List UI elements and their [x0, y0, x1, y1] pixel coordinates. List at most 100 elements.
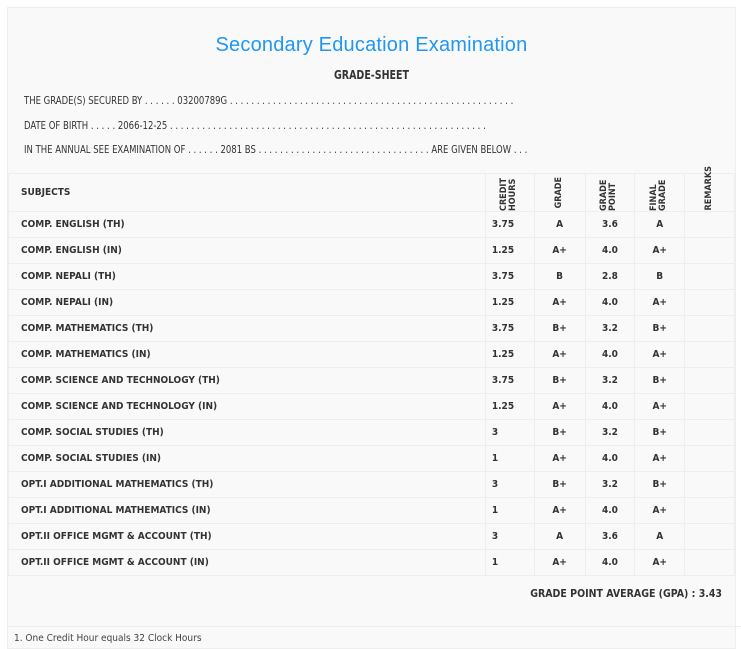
table-row: COMP. MATHEMATICS (TH) 3.75 B+ 3.2 B+	[8, 315, 735, 342]
subject-cell: COMP. SCIENCE AND TECHNOLOGY (IN)	[8, 393, 486, 420]
remarks-cell	[684, 289, 735, 316]
grade-point-cell: 3.2	[584, 315, 636, 342]
grade-cell: B	[533, 263, 586, 290]
grade-point-cell: 3.6	[584, 211, 636, 238]
remarks-cell	[684, 549, 735, 576]
grade-cell: A+	[533, 549, 586, 576]
grade-cell: A+	[533, 341, 586, 368]
remarks-cell	[684, 419, 735, 446]
grade-cell: B+	[533, 315, 586, 342]
subject-cell: COMP. NEPALI (IN)	[8, 289, 486, 316]
grade-point-cell: 3.2	[584, 471, 636, 498]
grade-point-cell: 4.0	[584, 237, 636, 264]
final-grade-cell: B+	[634, 471, 686, 498]
remarks-cell	[684, 523, 735, 550]
grade-cell: A+	[533, 289, 586, 316]
grade-cell: A+	[533, 497, 586, 524]
credit-hours-cell: 3	[484, 471, 535, 498]
grade-cell: A+	[533, 393, 586, 420]
subject-cell: OPT.I ADDITIONAL MATHEMATICS (TH)	[8, 471, 486, 498]
grade-point-cell: 4.0	[584, 497, 636, 524]
grade-point-cell: 4.0	[584, 445, 636, 472]
remarks-cell	[684, 393, 735, 420]
grade-point-cell: 3.2	[584, 367, 636, 394]
credit-hours-cell: 1.25	[484, 289, 535, 316]
table-row: COMP. ENGLISH (IN) 1.25 A+ 4.0 A+	[8, 237, 735, 264]
credit-hours-cell: 3	[484, 523, 535, 550]
symbol-number-line: THE GRADE(S) SECURED BY . . . . . . 0320…	[24, 95, 514, 107]
credit-hours-cell: 3.75	[484, 315, 535, 342]
grade-cell: B+	[533, 419, 586, 446]
grade-cell: B+	[533, 471, 586, 498]
subject-cell: OPT.II OFFICE MGMT & ACCOUNT (TH)	[8, 523, 486, 550]
table-row: OPT.II OFFICE MGMT & ACCOUNT (TH) 3 A 3.6 A	[8, 523, 735, 550]
final-grade-cell: A+	[634, 497, 686, 524]
credit-hours-cell: 3.75	[484, 367, 535, 394]
credit-hours-cell: 1	[484, 497, 535, 524]
grade-point-header: GRADE POINT	[598, 179, 618, 211]
credit-hours-cell: 3.75	[484, 211, 535, 238]
grade-point-cell: 4.0	[584, 341, 636, 368]
final-grade-cell: A+	[634, 445, 686, 472]
grade-cell: A+	[533, 445, 586, 472]
table-row: COMP. SOCIAL STUDIES (IN) 1 A+ 4.0 A+	[8, 445, 735, 472]
final-grade-cell: A+	[634, 549, 686, 576]
grade-cell: A	[533, 523, 586, 550]
subject-cell: COMP. MATHEMATICS (IN)	[8, 341, 486, 368]
grade-cell: A+	[533, 237, 586, 264]
grade-point-cell: 4.0	[584, 393, 636, 420]
table-row: COMP. SOCIAL STUDIES (TH) 3 B+ 3.2 B+	[8, 419, 735, 446]
table-row: OPT.I ADDITIONAL MATHEMATICS (TH) 3 B+ 3.2 B…	[8, 471, 735, 498]
final-grade-cell: B+	[634, 419, 686, 446]
exam-title: Secondary Education Examination	[215, 34, 528, 56]
credit-hours-header: CREDIT HOURS	[498, 178, 518, 211]
table-row: COMP. SCIENCE AND TECHNOLOGY (IN) 1.25 A+ 4…	[8, 393, 735, 420]
credit-hours-cell: 1	[484, 445, 535, 472]
final-grade-cell: B+	[634, 367, 686, 394]
remarks-cell	[684, 211, 735, 238]
subject-cell: COMP. SCIENCE AND TECHNOLOGY (TH)	[8, 367, 486, 394]
remarks-header: REMARKS	[704, 166, 715, 211]
remarks-cell	[684, 367, 735, 394]
grade-point-cell: 3.6	[584, 523, 636, 550]
subject-cell: COMP. ENGLISH (IN)	[8, 237, 486, 264]
final-grade-cell: A+	[634, 393, 686, 420]
remarks-cell	[684, 471, 735, 498]
subject-cell: COMP. MATHEMATICS (TH)	[8, 315, 486, 342]
credit-hours-cell: 1.25	[484, 237, 535, 264]
grade-point-cell: 3.2	[584, 419, 636, 446]
gpa-summary: GRADE POINT AVERAGE (GPA) : 3.43	[530, 588, 722, 600]
grade-sheet-card: Secondary Education Examination GRADE-SH…	[7, 7, 741, 649]
credit-hours-cell: 3	[484, 419, 535, 446]
table-row: COMP. MATHEMATICS (IN) 1.25 A+ 4.0 A+	[8, 341, 735, 368]
remarks-cell	[684, 237, 735, 264]
remarks-cell	[684, 497, 735, 524]
final-grade-header: FINAL GRADE	[648, 179, 668, 211]
grade-point-cell: 2.8	[584, 263, 636, 290]
table-row: COMP. NEPALI (TH) 3.75 B 2.8 B	[8, 263, 735, 290]
remarks-cell	[684, 341, 735, 368]
final-grade-cell: A+	[634, 237, 686, 264]
credit-hours-cell: 1.25	[484, 341, 535, 368]
date-of-birth-line: DATE OF BIRTH . . . . . 2066-12-25 . . .…	[24, 120, 486, 132]
subject-cell: COMP. ENGLISH (TH)	[8, 211, 486, 238]
final-grade-cell: A+	[634, 289, 686, 316]
subject-cell: OPT.II OFFICE MGMT & ACCOUNT (IN)	[8, 549, 486, 576]
grade-header: GRADE	[554, 176, 565, 209]
final-grade-cell: B	[634, 263, 686, 290]
remarks-cell	[684, 315, 735, 342]
footnote: 1. One Credit Hour equals 32 Clock Hours	[8, 626, 741, 644]
final-grade-cell: B+	[634, 315, 686, 342]
table-row: COMP. ENGLISH (TH) 3.75 A 3.6 A	[8, 211, 735, 238]
final-grade-cell: A	[634, 523, 686, 550]
final-grade-cell: A+	[634, 341, 686, 368]
table-row: COMP. SCIENCE AND TECHNOLOGY (TH) 3.75 B+ 3…	[8, 367, 735, 394]
credit-hours-cell: 1	[484, 549, 535, 576]
grade-point-cell: 4.0	[584, 289, 636, 316]
grade-point-cell: 4.0	[584, 549, 636, 576]
subject-cell: COMP. SOCIAL STUDIES (TH)	[8, 419, 486, 446]
table-row: OPT.I ADDITIONAL MATHEMATICS (IN) 1 A+ 4.0 A…	[8, 497, 735, 524]
remarks-cell	[684, 263, 735, 290]
credit-hours-cell: 3.75	[484, 263, 535, 290]
credit-hours-cell: 1.25	[484, 393, 535, 420]
